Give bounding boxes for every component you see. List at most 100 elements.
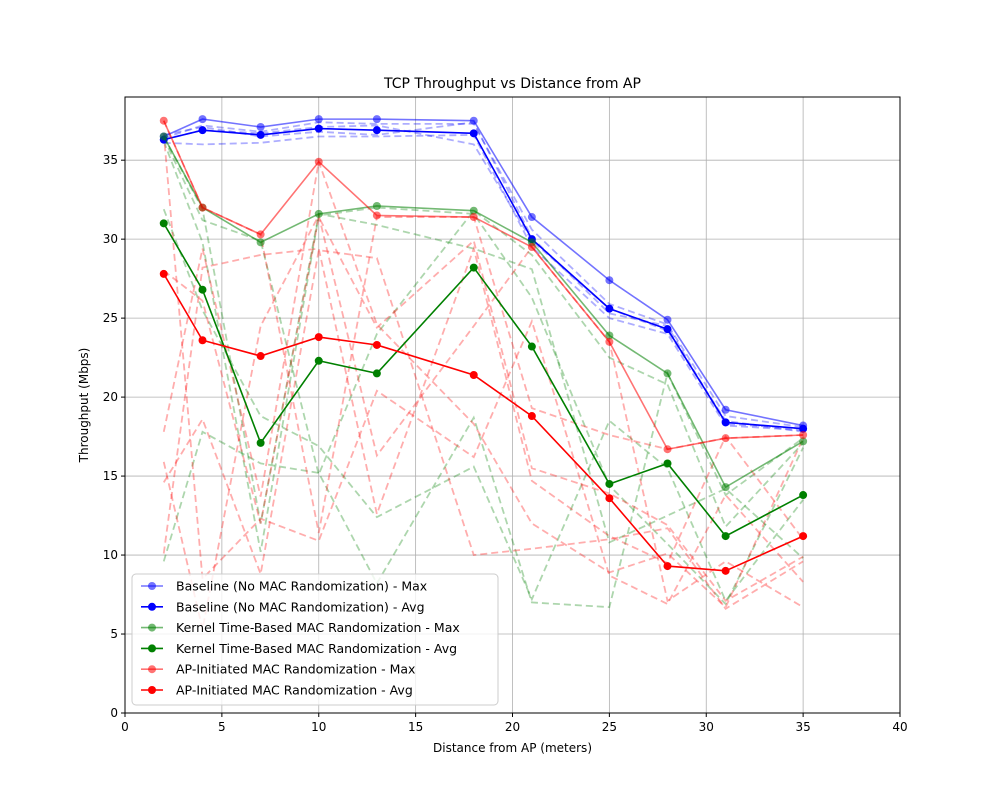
series-lines: [159, 115, 808, 575]
data-point: [314, 209, 323, 218]
data-point: [469, 370, 478, 379]
data-point: [663, 459, 672, 468]
legend-marker: [148, 582, 156, 590]
trial-line: [162, 245, 804, 565]
data-point: [198, 285, 207, 294]
data-point: [198, 115, 207, 124]
data-point: [372, 340, 381, 349]
data-point: [799, 532, 808, 541]
data-point: [256, 238, 265, 247]
data-point: [721, 566, 730, 575]
data-point: [256, 230, 265, 239]
y-tick-label: 0: [110, 706, 118, 720]
data-point: [527, 342, 536, 351]
data-point: [721, 483, 730, 492]
data-point: [799, 437, 808, 446]
data-point: [721, 405, 730, 414]
legend-marker: [148, 623, 156, 632]
data-point: [663, 325, 672, 334]
data-point: [372, 201, 381, 210]
trial-line: [162, 370, 804, 609]
y-tick-label: 10: [103, 548, 118, 562]
data-point: [721, 532, 730, 541]
y-tick-label: 20: [103, 390, 118, 404]
trial-line: [162, 249, 804, 610]
legend-label: AP-Initiated MAC Randomization - Avg: [176, 683, 413, 698]
legend-marker: [148, 602, 156, 611]
data-point: [799, 424, 808, 433]
data-point: [799, 431, 808, 440]
data-point: [314, 124, 323, 133]
x-tick-label: 5: [218, 720, 226, 734]
data-point: [605, 494, 614, 503]
trial-line: [163, 214, 804, 603]
trial-line: [162, 140, 804, 606]
data-point: [663, 315, 672, 324]
data-point: [159, 116, 168, 125]
data-point: [198, 203, 207, 212]
data-point: [663, 562, 672, 571]
trial-line: [162, 136, 804, 559]
data-point: [663, 445, 672, 454]
data-point: [527, 412, 536, 421]
data-point: [799, 491, 808, 500]
data-point: [159, 132, 168, 141]
x-tick-label: 15: [408, 720, 423, 734]
trial-line: [162, 158, 804, 609]
legend-label: Kernel Time-Based MAC Randomization - Av…: [176, 641, 457, 656]
x-tick-label: 0: [121, 720, 129, 734]
x-tick-label: 25: [602, 720, 617, 734]
data-point: [198, 336, 207, 345]
legend-label: Baseline (No MAC Randomization) - Max: [176, 579, 427, 594]
data-point: [314, 115, 323, 124]
trial-line: [162, 208, 804, 603]
y-tick-label: 35: [103, 153, 118, 167]
data-point: [372, 126, 381, 135]
data-point: [256, 123, 265, 132]
data-point: [256, 130, 265, 139]
data-point: [469, 206, 478, 215]
data-point: [605, 337, 614, 346]
data-point: [469, 116, 478, 125]
legend-box: [131, 573, 499, 706]
x-axis-label: Distance from AP (meters): [433, 741, 592, 755]
legend-marker: [148, 665, 156, 674]
legend: Baseline (No MAC Randomization) - Max Bas…: [131, 573, 499, 706]
data-point: [159, 269, 168, 278]
data-point: [256, 352, 265, 361]
trial-line: [162, 212, 804, 630]
data-point: [605, 331, 614, 340]
y-tick-label: 30: [103, 232, 118, 246]
x-tick-label: 35: [795, 720, 810, 734]
data-point: [469, 129, 478, 138]
data-point: [372, 369, 381, 378]
trial-line: [163, 124, 804, 433]
data-point: [469, 213, 478, 222]
x-tick-label: 40: [892, 720, 907, 734]
data-point: [721, 434, 730, 443]
data-point: [314, 333, 323, 342]
data-point: [469, 263, 478, 272]
y-tick-label: 15: [103, 469, 118, 483]
legend-entries: Baseline (No MAC Randomization) - Max Bas…: [141, 579, 460, 698]
data-point: [372, 115, 381, 124]
legend-label: AP-Initiated MAC Randomization - Max: [176, 662, 415, 677]
axis-ticks: 0 5 10 15 20 25 30 35 40 0 5 10 15 20 25 30 35: [103, 153, 908, 734]
data-point: [527, 213, 536, 222]
x-tick-label: 20: [505, 720, 520, 734]
legend-marker: [148, 686, 156, 694]
data-point: [605, 276, 614, 285]
data-point: [605, 479, 614, 488]
data-point: [314, 157, 323, 166]
data-point: [605, 304, 614, 313]
x-tick-label: 30: [699, 720, 714, 734]
y-tick-label: 25: [103, 311, 118, 325]
legend-label: Kernel Time-Based MAC Randomization - Ma…: [176, 620, 460, 635]
y-tick-label: 5: [110, 627, 118, 641]
data-point: [256, 438, 265, 447]
data-point: [198, 126, 207, 135]
data-point: [159, 219, 168, 228]
data-point: [721, 418, 730, 427]
